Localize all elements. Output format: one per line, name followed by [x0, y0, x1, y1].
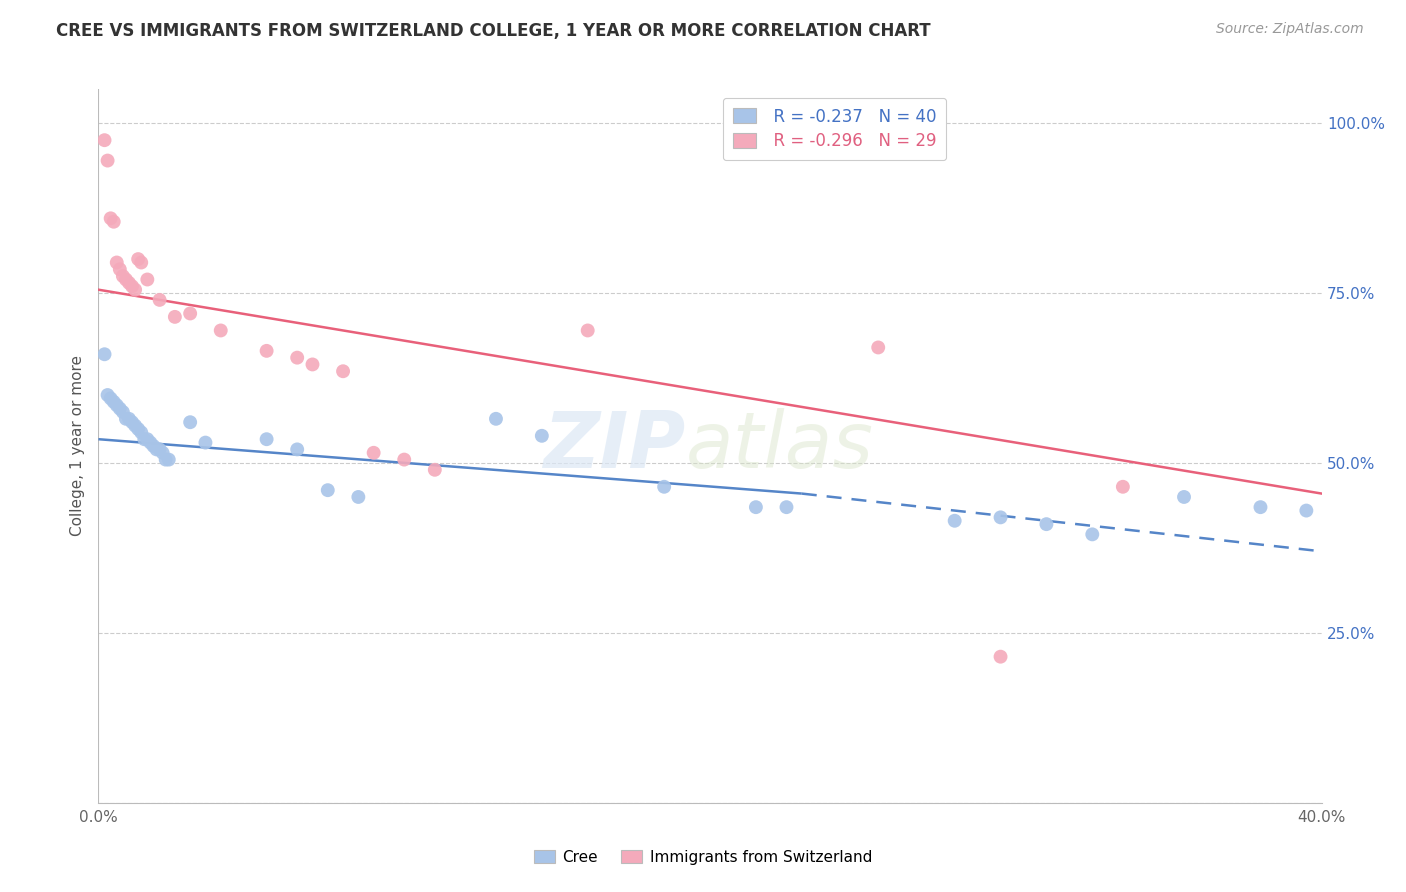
Point [1295, 503, 1317, 517]
Point [868, 341, 890, 355]
Point [745, 500, 768, 515]
Point [363, 446, 385, 460]
Point [97, 153, 120, 168]
Point [423, 463, 446, 477]
Point [152, 446, 174, 460]
Point [149, 442, 172, 457]
Text: CREE VS IMMIGRANTS FROM SWITZERLAND COLLEGE, 1 YEAR OR MORE CORRELATION CHART: CREE VS IMMIGRANTS FROM SWITZERLAND COLL… [56, 22, 931, 40]
Point [108, 401, 131, 416]
Point [179, 415, 201, 429]
Point [142, 439, 165, 453]
Point [97, 388, 120, 402]
Point [530, 429, 553, 443]
Point [136, 272, 159, 286]
Point [111, 269, 134, 284]
Point [155, 452, 177, 467]
Point [256, 343, 278, 358]
Point [301, 358, 323, 372]
Point [485, 412, 508, 426]
Point [105, 398, 128, 412]
Point [118, 276, 141, 290]
Point [105, 255, 128, 269]
Legend: Cree, Immigrants from Switzerland: Cree, Immigrants from Switzerland [527, 844, 879, 871]
Point [111, 405, 134, 419]
Point [115, 412, 138, 426]
Point [1173, 490, 1195, 504]
Point [990, 510, 1012, 524]
Point [103, 215, 125, 229]
Point [139, 435, 162, 450]
Point [118, 412, 141, 426]
Point [163, 310, 186, 324]
Point [256, 432, 278, 446]
Point [1081, 527, 1104, 541]
Point [103, 394, 125, 409]
Point [127, 422, 149, 436]
Point [285, 351, 308, 365]
Point [347, 490, 370, 504]
Text: atlas: atlas [686, 408, 873, 484]
Point [652, 480, 675, 494]
Y-axis label: College, 1 year or more: College, 1 year or more [70, 356, 86, 536]
Point [134, 432, 156, 446]
Point [943, 514, 966, 528]
Point [179, 306, 201, 320]
Point [194, 435, 217, 450]
Point [121, 415, 143, 429]
Point [209, 323, 232, 337]
Point [136, 432, 159, 446]
Legend:   R = -0.237   N = 40,   R = -0.296   N = 29: R = -0.237 N = 40, R = -0.296 N = 29 [723, 97, 946, 161]
Point [157, 452, 180, 467]
Point [775, 500, 797, 515]
Point [332, 364, 354, 378]
Point [93, 347, 115, 361]
Point [129, 255, 152, 269]
Point [108, 262, 131, 277]
Point [316, 483, 339, 498]
Point [100, 392, 122, 406]
Point [129, 425, 152, 440]
Point [990, 649, 1012, 664]
Point [121, 279, 143, 293]
Text: ZIP: ZIP [543, 408, 686, 484]
Point [115, 272, 138, 286]
Point [145, 442, 167, 457]
Point [1249, 500, 1271, 515]
Point [1035, 517, 1057, 532]
Point [1112, 480, 1135, 494]
Point [93, 133, 115, 147]
Point [124, 418, 146, 433]
Point [100, 211, 122, 226]
Point [392, 452, 416, 467]
Text: Source: ZipAtlas.com: Source: ZipAtlas.com [1216, 22, 1364, 37]
Point [285, 442, 308, 457]
Point [127, 252, 149, 266]
Point [576, 323, 599, 337]
Point [149, 293, 172, 307]
Point [124, 283, 146, 297]
